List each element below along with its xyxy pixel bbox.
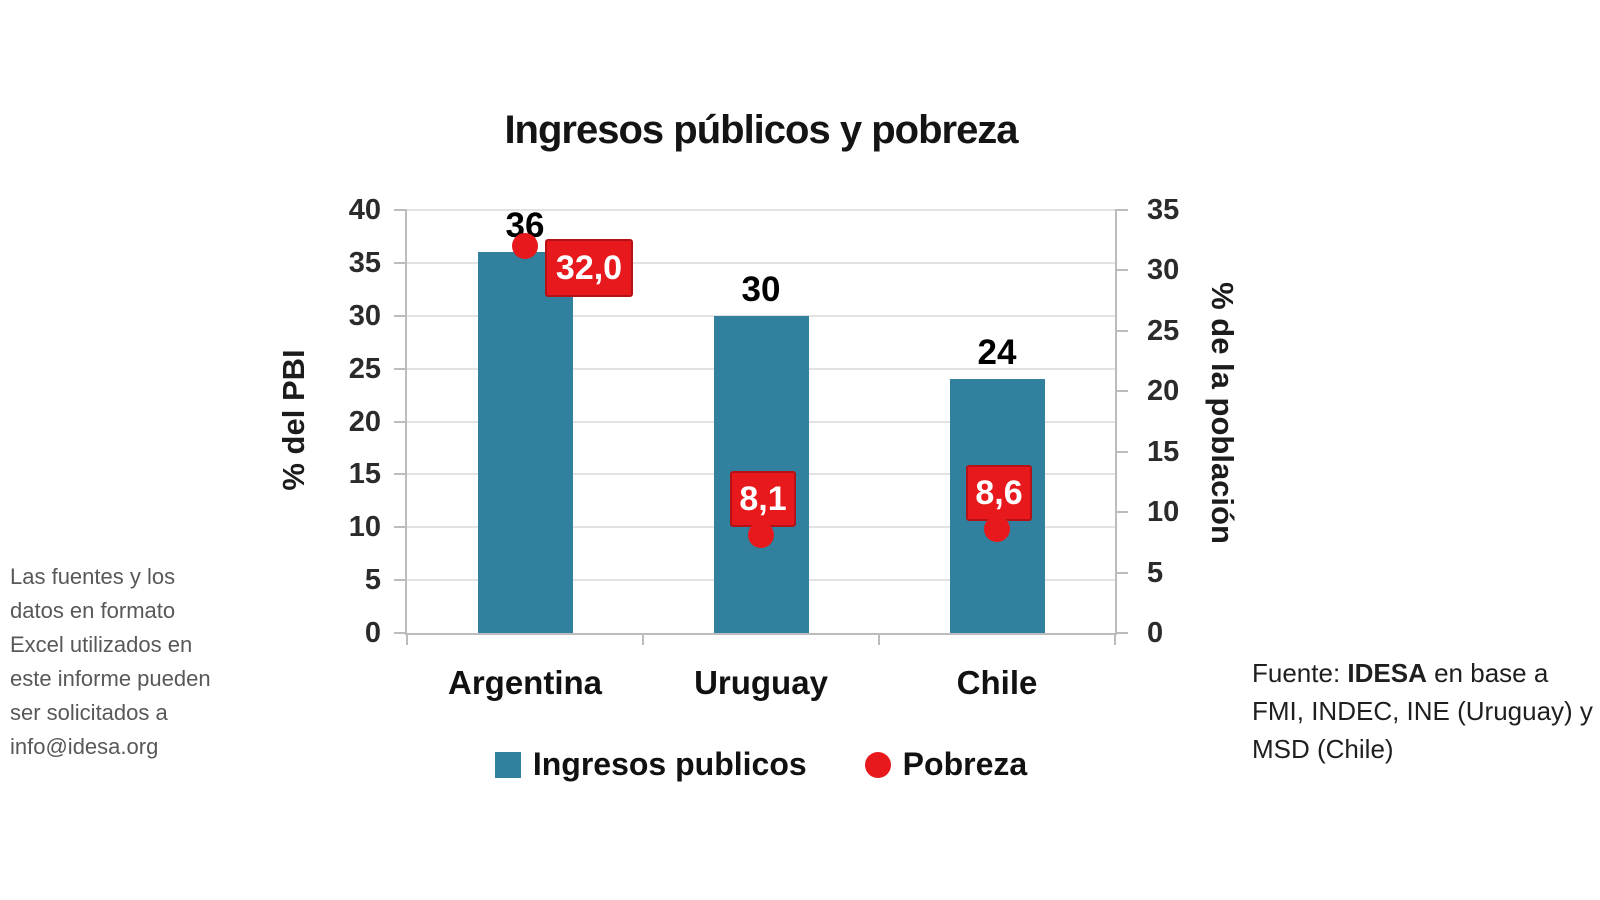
y-axis-label-left: 20 <box>348 405 381 438</box>
legend: Ingresos publicos Pobreza <box>407 746 1115 783</box>
bar-series-swatch-icon <box>494 751 521 778</box>
y-axis-label-right: 35 <box>1147 194 1180 226</box>
poverty-series-swatch-icon <box>864 751 891 778</box>
y-axis-tick-left <box>394 209 407 211</box>
y-axis-tick-right <box>1115 269 1128 272</box>
grid-line <box>407 261 1115 264</box>
y-axis-label-right: 30 <box>1147 254 1180 287</box>
y-axis-tick-left <box>394 261 407 264</box>
y-axis-label-right: 20 <box>1147 375 1180 408</box>
category-label-uruguay: Uruguay <box>694 664 828 701</box>
source-rest: en base a FMI, INDEC, INE (Uruguay) y MS… <box>1252 658 1593 764</box>
y-axis-tick-right <box>1115 632 1128 634</box>
poverty-dot-chile <box>984 516 1010 543</box>
y-axis-tick-left <box>394 473 407 476</box>
y-axis-label-right: 25 <box>1147 314 1180 347</box>
y-axis-tick-right <box>1115 450 1128 453</box>
y-axis-tick-right <box>1115 511 1128 514</box>
right-axis-title: % de la población <box>1205 282 1240 544</box>
source-org: IDESA <box>1347 658 1427 688</box>
grid-line <box>407 209 1115 211</box>
poverty-label-argentina: 32,0 <box>545 239 633 298</box>
x-axis-tick <box>878 633 880 645</box>
x-axis-tick <box>642 633 644 645</box>
x-axis-tick <box>1114 633 1116 645</box>
y-axis-tick-left <box>394 367 407 370</box>
y-axis-label-left: 35 <box>348 246 381 279</box>
poverty-label-uruguay: 8,1 <box>730 471 796 528</box>
y-axis-label-right: 5 <box>1147 556 1164 589</box>
legend-label-pobreza: Pobreza <box>902 746 1028 782</box>
bar-value-label-uruguay: 30 <box>741 269 781 309</box>
y-axis-tick-right <box>1115 329 1128 332</box>
category-label-argentina: Argentina <box>447 664 602 701</box>
y-axis-label-left: 30 <box>348 299 381 332</box>
y-axis-label-left: 0 <box>364 617 381 649</box>
y-axis-label-left: 40 <box>348 194 381 226</box>
y-axis-label-left: 5 <box>364 564 381 597</box>
legend-label-ingresos-publicos: Ingresos publicos <box>532 746 807 782</box>
poverty-dot-argentina <box>512 233 538 260</box>
source-prefix: Fuente: <box>1252 658 1348 688</box>
y-axis-label-right: 10 <box>1147 496 1180 529</box>
y-axis-tick-left <box>394 420 407 423</box>
contact-note: Las fuentes y los datos en formato Excel… <box>10 564 211 759</box>
y-axis-tick-left <box>394 632 407 634</box>
y-axis-label-left: 25 <box>348 352 381 385</box>
bar-argentina <box>477 252 573 633</box>
y-axis-tick-left <box>394 526 407 529</box>
legend-item-ingresos-publicos: Ingresos publicos <box>494 746 807 783</box>
plot-area: 0 5 10 15 20 25 30 35 40 0 5 10 15 20 25 30 35 36 Argentin… <box>349 196 1180 702</box>
y-axis-tick-left <box>394 579 407 582</box>
y-axis-tick-right <box>1115 209 1128 211</box>
bar-value-label-chile: 24 <box>977 333 1017 373</box>
x-axis-tick <box>406 633 408 645</box>
y-axis-label-left: 15 <box>348 458 381 491</box>
poverty-dot-uruguay <box>748 522 774 549</box>
y-axis-label-left: 10 <box>348 511 381 544</box>
chart-title: Ingresos públicos y pobreza <box>504 108 1018 152</box>
poverty-label-chile: 8,6 <box>966 465 1032 522</box>
y-axis-label-right: 15 <box>1147 435 1180 468</box>
category-label-chile: Chile <box>956 664 1038 701</box>
left-axis-title: % del PBI <box>276 349 311 491</box>
y-axis-tick-left <box>394 314 407 317</box>
source-note: Fuente: IDESA en base a FMI, INDEC, INE … <box>1252 654 1600 768</box>
legend-item-pobreza: Pobreza <box>864 746 1028 783</box>
y-axis-label-right: 0 <box>1147 617 1164 649</box>
y-axis-tick-right <box>1115 571 1128 574</box>
y-axis-tick-right <box>1115 390 1128 393</box>
